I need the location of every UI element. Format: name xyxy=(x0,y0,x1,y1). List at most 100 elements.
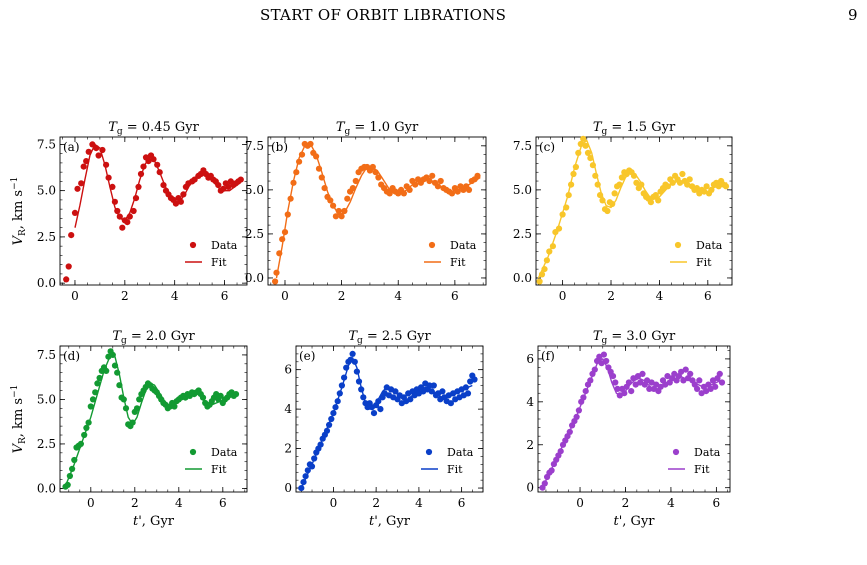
data-point xyxy=(447,400,454,407)
data-point xyxy=(671,370,678,377)
data-point xyxy=(538,271,546,278)
data-point xyxy=(327,197,334,204)
y-tick-label: 2.5 xyxy=(513,227,532,241)
data-point xyxy=(618,174,626,181)
data-point xyxy=(302,473,309,480)
data-point xyxy=(332,404,339,411)
data-point xyxy=(646,385,653,392)
plot-frame xyxy=(535,136,733,286)
data-point xyxy=(180,191,187,198)
y-tick-label: 4 xyxy=(284,402,292,416)
data-point xyxy=(334,398,341,405)
data-point xyxy=(696,377,703,384)
data-point xyxy=(573,413,580,420)
data-point xyxy=(217,392,224,399)
data-point xyxy=(679,170,686,178)
x-tick-label: 6 xyxy=(219,496,227,510)
data-point xyxy=(321,185,328,192)
data-point xyxy=(308,463,316,470)
data-point xyxy=(462,384,469,391)
data-point xyxy=(716,370,723,377)
data-point xyxy=(99,146,106,154)
data-point xyxy=(694,385,701,392)
y-tick-label: 4 xyxy=(526,395,534,409)
data-point xyxy=(225,183,232,190)
data-point xyxy=(136,396,143,403)
y-tick-label: 7.5 xyxy=(513,139,532,153)
data-point xyxy=(669,179,676,186)
data-point xyxy=(703,183,710,190)
panel-label: (d) xyxy=(63,349,80,363)
data-point xyxy=(555,225,563,232)
x-tick-label: 4 xyxy=(394,289,402,303)
data-point xyxy=(655,197,662,204)
data-point xyxy=(122,405,130,412)
legend-marker xyxy=(428,241,436,249)
data-point xyxy=(582,142,589,149)
data-point xyxy=(232,391,240,398)
data-point xyxy=(81,431,88,439)
data-point xyxy=(109,351,116,358)
data-point xyxy=(290,179,297,186)
data-point xyxy=(311,455,318,462)
data-point xyxy=(137,170,145,178)
data-point xyxy=(336,390,343,397)
data-point xyxy=(616,181,623,188)
x-tick-label: 2 xyxy=(131,496,139,510)
panel-e: 0 2 4 6 0 2 4 6 (e) Tg = 2.5 Gyr Data Fit t', Gyr xyxy=(284,329,484,529)
legend-label: Data xyxy=(694,446,721,459)
data-point xyxy=(114,207,121,215)
data-point xyxy=(680,377,687,384)
data-point xyxy=(80,163,87,170)
y-tick-label: 7.5 xyxy=(245,139,264,153)
data-point xyxy=(307,140,314,148)
x-tick-label: 6 xyxy=(451,289,459,303)
data-point xyxy=(273,269,280,276)
data-point xyxy=(156,169,163,176)
data-point xyxy=(589,162,597,169)
data-point xyxy=(281,229,289,236)
panel-label: (f) xyxy=(541,349,555,363)
data-point xyxy=(612,379,619,386)
x-tick-label: 0 xyxy=(576,496,584,510)
data-point xyxy=(304,467,311,474)
data-point xyxy=(708,186,715,193)
x-axis-label: t', Gyr xyxy=(613,514,655,529)
data-point xyxy=(124,219,131,226)
panel-title: Tg = 1.5 Gyr xyxy=(593,120,676,137)
panel-label: (a) xyxy=(63,140,80,154)
data-point xyxy=(332,213,339,220)
data-point xyxy=(625,379,633,386)
x-tick-label: 0 xyxy=(559,289,567,303)
legend-label: Fit xyxy=(447,463,463,476)
data-point xyxy=(103,367,110,374)
data-point xyxy=(126,213,133,220)
data-point xyxy=(591,366,598,373)
data-point xyxy=(570,170,577,178)
data-point xyxy=(565,192,572,199)
panel-title: Tg = 1.0 Gyr xyxy=(336,120,419,137)
data-point xyxy=(341,374,348,381)
y-tick-label: 0.0 xyxy=(37,481,56,495)
data-point xyxy=(686,176,693,183)
data-point xyxy=(132,195,140,202)
x-tick-label: 4 xyxy=(667,496,675,510)
data-point xyxy=(293,169,300,176)
data-point xyxy=(83,158,90,165)
y-tick-label: 2 xyxy=(526,438,534,452)
data-point xyxy=(78,180,85,187)
data-point xyxy=(406,186,413,193)
data-point xyxy=(105,174,112,181)
data-point xyxy=(116,213,123,220)
data-point xyxy=(287,195,294,202)
running-head: START OF ORBIT LIBRATIONS 9 xyxy=(0,6,867,30)
legend-label: Data xyxy=(211,446,238,459)
x-tick-label: 4 xyxy=(171,289,179,303)
data-point xyxy=(568,181,575,188)
data-point xyxy=(111,362,119,369)
data-point xyxy=(614,385,621,392)
data-point xyxy=(428,388,435,395)
data-point xyxy=(465,186,473,193)
data-point xyxy=(429,172,436,179)
data-point xyxy=(471,376,478,383)
